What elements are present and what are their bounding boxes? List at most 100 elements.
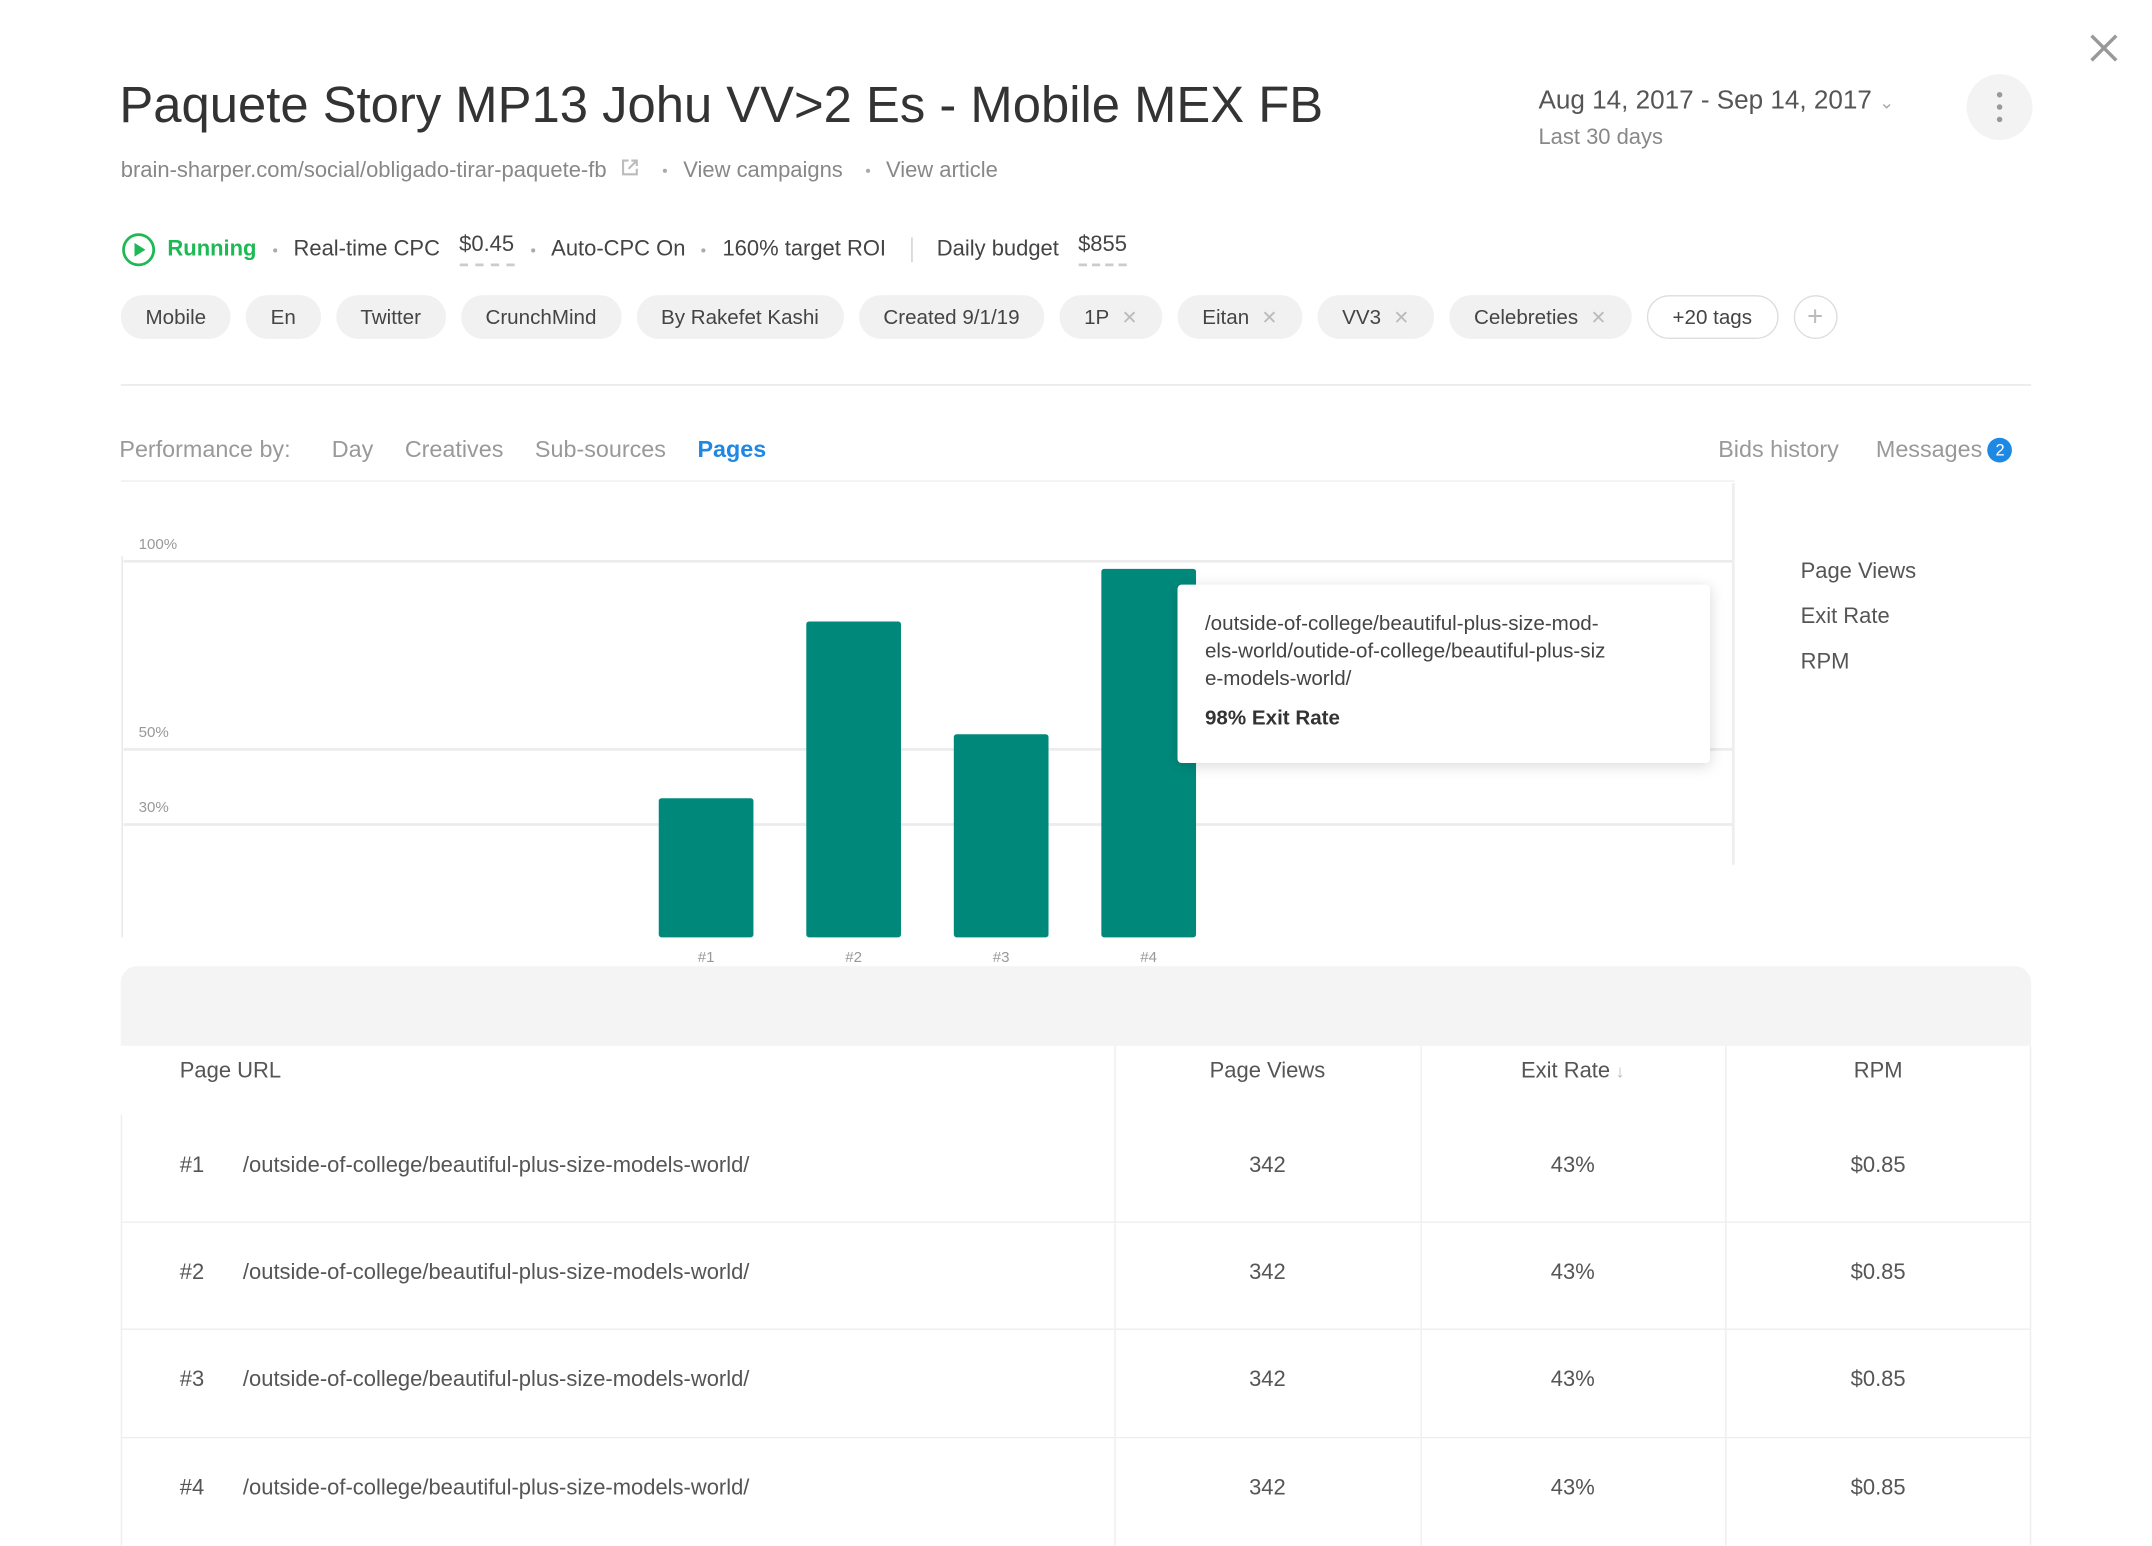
tooltip-value: 98% Exit Rate [1204,706,1340,731]
tag-remove[interactable]: ✕ [1121,305,1138,328]
page-url: /outside-of-college/beautiful-plus-size-… [242,1476,750,1501]
tag-text: By Rakefet Kashi [660,305,819,329]
cell: 342 [1249,1154,1286,1178]
bar[interactable] [1101,568,1197,938]
right-tabs: Bids history Messages 2 [1718,436,2013,463]
chart: 30% 50% 100% #1 #2 #3 #4 [121,483,1735,966]
x-tick-label: #3 [993,949,1010,966]
row-index: #2 [179,1261,205,1285]
tag-text: 1P [1084,305,1110,329]
metric-option[interactable]: RPM [1784,640,1916,685]
date-range-text[interactable]: Aug 14, 2017 - Sep 14, 2017 [1538,86,1872,116]
external-icon[interactable] [621,158,640,177]
more-tags[interactable]: +20 tags [1646,295,1779,339]
sort-arrow: ↓ [1615,1060,1625,1082]
cell: 342 [1249,1476,1286,1501]
bids-history-tab[interactable]: Bids history [1718,436,1839,463]
pages-table: Page URL Page Views Exit Rate ↓ RPM #1/outsid… [120,1045,2032,1546]
column-header[interactable]: Page URL [180,1059,866,1084]
cell: 43% [1550,1476,1595,1501]
column-divider [1420,1045,1422,1546]
date-range[interactable]: Aug 14, 2017 - Sep 14, 2017 ⌄ [1538,86,1895,116]
cell: 43% [1550,1154,1595,1178]
column-header-text: Page URL [179,1059,282,1083]
view-article-link[interactable]: View article [885,159,998,183]
cell: 43% [1550,1261,1595,1285]
row-divider [120,1221,2032,1223]
status: Running [167,237,257,261]
tag[interactable]: Eitan ✕ [1177,295,1303,339]
tag-text: Twitter [360,305,421,329]
tag-text: Celebreties [1474,305,1579,329]
tag-remove[interactable]: ✕ [1590,305,1607,328]
row-index: #4 [179,1476,205,1501]
tab[interactable]: Sub-sources [534,436,666,463]
tag[interactable]: By Rakefet Kashi [636,295,844,339]
tag[interactable]: Celebreties ✕ [1449,295,1632,339]
x-tick-label: #1 [698,949,715,966]
url-line: brain-sharper.com/social/obligado-tirar-… [121,158,998,184]
add-tag[interactable]: + [1793,295,1838,339]
tag-text: CrunchMind [485,305,597,329]
table-left-border [120,1114,123,1546]
tabs: Performance by: Day Creatives Sub-sources P… [119,436,797,463]
tag[interactable]: 1P ✕ [1059,295,1163,339]
column-header[interactable]: RPM [1725,1059,2031,1084]
row-divider [120,1436,2032,1439]
tab[interactable]: Pages [697,436,767,463]
tag[interactable]: Mobile [120,295,231,339]
close-button[interactable] [2089,33,2119,63]
view-campaigns-link[interactable]: View campaigns [683,159,843,183]
metric-options: Page Views Exit Rate RPM [1784,549,1917,685]
tooltip-url-line: /outside-of-college/beautiful-plus-size-… [1204,612,1599,636]
tag-text: Mobile [145,305,207,329]
tab[interactable]: Creatives [404,436,504,463]
campaign-url[interactable]: brain-sharper.com/social/obligado-tirar-… [120,159,607,183]
tag-list: Mobile En Twitter CrunchMind By Rakefet Kash… [120,295,1838,339]
metric-label: RPM [1800,649,1850,674]
tag-remove[interactable]: ✕ [1261,305,1278,328]
y-tick-label: 100% [139,536,178,553]
messages-badge: 2 [1987,437,2013,463]
tag[interactable]: CrunchMind [460,295,622,339]
bar[interactable] [953,734,1049,938]
cell: 342 [1249,1368,1286,1392]
bar[interactable] [806,621,901,938]
cell: 43% [1550,1368,1595,1392]
tag[interactable]: Twitter [335,295,446,339]
tag[interactable]: VV3 ✕ [1317,295,1435,339]
tooltip-url-line: e-models-world/ [1204,666,1352,691]
tag-remove[interactable]: ✕ [1393,305,1410,328]
column-divider [1725,1045,1727,1546]
metric-option[interactable]: Page Views [1784,549,1917,594]
date-sub: Last 30 days [1538,126,1663,150]
cpc-value[interactable]: $0.45 [459,233,515,267]
tag-text: VV3 [1342,305,1382,329]
messages-tab[interactable]: Messages [1875,436,1983,463]
budget-value[interactable]: $855 [1078,233,1127,267]
x-tick-label: #4 [1140,949,1157,966]
column-header-text: Exit Rate [1521,1059,1611,1083]
page-url: /outside-of-college/beautiful-plus-size-… [242,1368,750,1392]
metric-label: Exit Rate [1800,604,1890,628]
cell: $0.85 [1850,1476,1906,1501]
column-header[interactable]: Page Views [1114,1059,1420,1084]
tag-text: Eitan [1202,305,1250,329]
tab[interactable]: Day [331,436,374,463]
metric-option[interactable]: Exit Rate [1784,594,1916,639]
row-divider [120,1328,2032,1330]
table-right-border [2029,1045,2032,1546]
auto-cpc: Auto-CPC On [551,237,686,261]
tag[interactable]: Created 9/1/19 [858,295,1045,339]
tooltip: /outside-of-college/beautiful-plus-size-… [1177,584,1711,764]
cell: 342 [1249,1261,1286,1285]
tag[interactable]: En [245,295,321,339]
column-header[interactable]: Exit Rate ↓ [1420,1059,1725,1084]
bar[interactable] [658,798,754,938]
row-index: #3 [179,1368,205,1392]
more-menu[interactable] [1966,74,2033,140]
tabs-label: Performance by: [119,436,291,463]
running-icon [122,233,156,267]
tag-text: Created 9/1/19 [883,305,1020,329]
